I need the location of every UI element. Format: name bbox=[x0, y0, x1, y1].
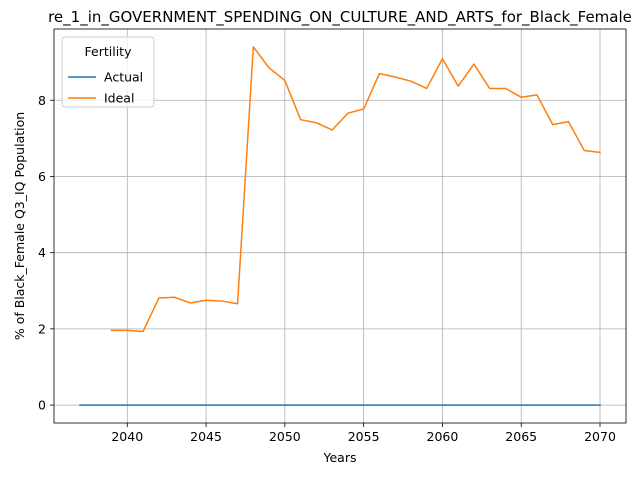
legend-title: Fertility bbox=[85, 44, 133, 59]
y-tick-label: 2 bbox=[38, 321, 46, 336]
y-tick-label: 4 bbox=[38, 245, 46, 260]
legend-box bbox=[61, 36, 155, 108]
x-axis-label: Years bbox=[323, 450, 357, 465]
series-layer bbox=[79, 46, 601, 406]
x-tick-label: 2045 bbox=[190, 429, 222, 444]
chart-title: re_1_in_GOVERNMENT_SPENDING_ON_CULTURE_A… bbox=[48, 8, 632, 27]
legend-entries: Actual Ideal bbox=[68, 70, 143, 106]
plot-frame bbox=[53, 28, 627, 424]
x-tick-label: 2040 bbox=[111, 429, 143, 444]
x-tick-label: 2055 bbox=[348, 429, 380, 444]
y-tick-label: 8 bbox=[38, 93, 46, 108]
x-tick-label: 2070 bbox=[584, 429, 616, 444]
x-tick-label: 2050 bbox=[269, 429, 301, 444]
legend-label: Actual bbox=[104, 70, 143, 85]
y-axis: 0 2 4 6 8 bbox=[38, 93, 54, 413]
x-tick-label: 2060 bbox=[427, 429, 459, 444]
y-tick-label: 0 bbox=[38, 398, 46, 413]
x-axis: 2040 2045 2050 2055 2060 2065 2070 bbox=[111, 423, 616, 444]
y-axis-label: % of Black_Female Q3_IQ Population bbox=[12, 112, 27, 340]
x-tick-label: 2065 bbox=[505, 429, 537, 444]
y-tick-label: 6 bbox=[38, 169, 46, 184]
series-line-ideal bbox=[110, 46, 601, 333]
legend-label: Ideal bbox=[104, 91, 134, 106]
legend: Fertility Actual Ideal bbox=[61, 36, 155, 108]
